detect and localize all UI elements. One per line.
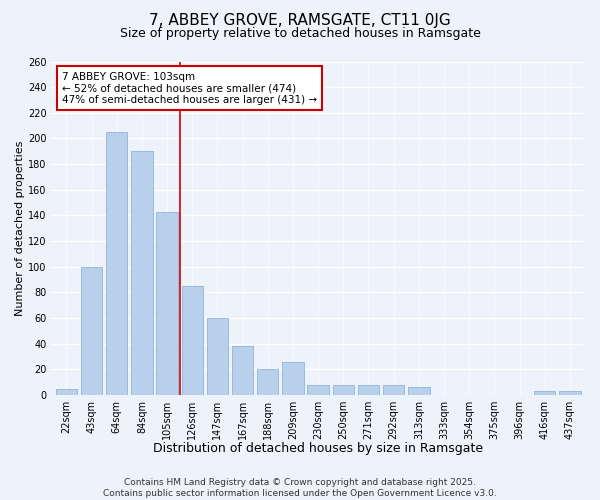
Bar — [408, 388, 430, 395]
Text: 7 ABBEY GROVE: 103sqm
← 52% of detached houses are smaller (474)
47% of semi-det: 7 ABBEY GROVE: 103sqm ← 52% of detached … — [62, 72, 317, 104]
Bar — [559, 391, 581, 395]
Bar — [207, 318, 228, 395]
Bar — [81, 266, 102, 395]
Bar — [131, 152, 152, 395]
Bar — [232, 346, 253, 395]
Text: Contains HM Land Registry data © Crown copyright and database right 2025.
Contai: Contains HM Land Registry data © Crown c… — [103, 478, 497, 498]
Bar — [157, 212, 178, 395]
Bar — [282, 362, 304, 395]
Text: 7, ABBEY GROVE, RAMSGATE, CT11 0JG: 7, ABBEY GROVE, RAMSGATE, CT11 0JG — [149, 12, 451, 28]
Text: Size of property relative to detached houses in Ramsgate: Size of property relative to detached ho… — [119, 28, 481, 40]
Bar — [106, 132, 127, 395]
Bar — [332, 384, 354, 395]
Bar — [358, 384, 379, 395]
Bar — [257, 370, 278, 395]
Bar — [307, 384, 329, 395]
X-axis label: Distribution of detached houses by size in Ramsgate: Distribution of detached houses by size … — [153, 442, 483, 455]
Y-axis label: Number of detached properties: Number of detached properties — [15, 140, 25, 316]
Bar — [383, 384, 404, 395]
Bar — [182, 286, 203, 395]
Bar — [56, 388, 77, 395]
Bar — [534, 391, 556, 395]
